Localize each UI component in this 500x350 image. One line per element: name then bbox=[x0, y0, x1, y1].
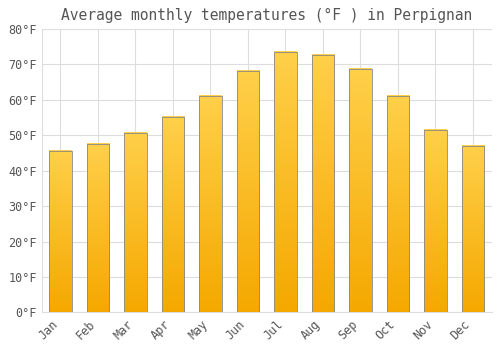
Title: Average monthly temperatures (°F ) in Perpignan: Average monthly temperatures (°F ) in Pe… bbox=[61, 8, 472, 23]
